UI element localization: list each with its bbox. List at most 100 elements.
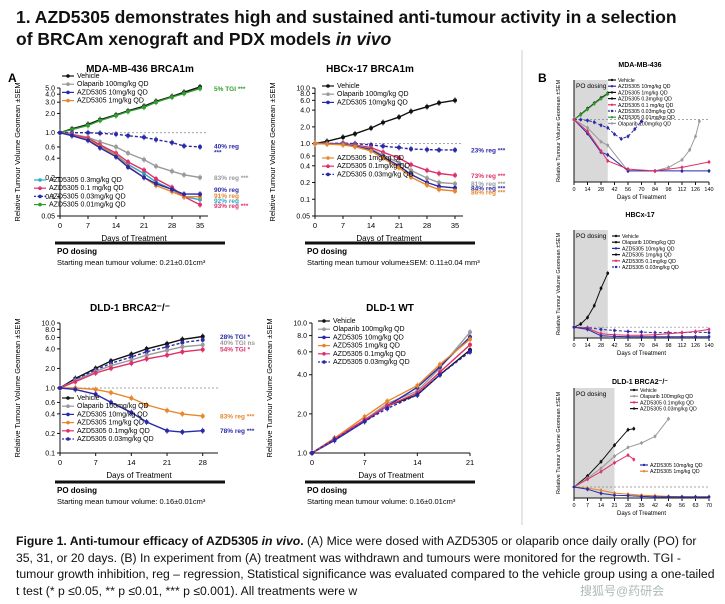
data-point — [73, 387, 78, 392]
y-tick-label: 2.0 — [300, 124, 310, 131]
y-tick-label: 4.0 — [300, 108, 310, 115]
x-tick-label: 35 — [638, 503, 644, 509]
data-point — [667, 417, 670, 421]
data-point — [385, 399, 390, 404]
y-tick-label: 0.4 — [45, 411, 55, 418]
data-point — [353, 144, 357, 149]
data-point — [409, 162, 413, 167]
x-tick-label: 14 — [413, 458, 421, 467]
legend-item: AZD5305 1mg/kg QD — [77, 420, 144, 427]
x-tick-label: 28 — [423, 221, 431, 230]
y-tick-label: 3.0 — [45, 100, 55, 107]
data-point — [165, 348, 170, 353]
legend-item: AZD5305 10mg/kg QD — [77, 411, 148, 418]
data-point — [626, 428, 630, 432]
data-point — [142, 168, 146, 173]
data-point — [86, 123, 90, 128]
data-point — [86, 130, 90, 135]
data-point — [142, 105, 146, 110]
data-point — [688, 148, 692, 152]
page-title: 1. AZD5305 demonstrates high and sustain… — [16, 6, 716, 50]
legend-marker — [614, 234, 618, 238]
x-tick-label: 0 — [58, 221, 62, 230]
legend-marker — [66, 420, 70, 425]
data-point — [468, 349, 472, 354]
y-tick-label: 0.05 — [41, 214, 55, 221]
data-point — [437, 180, 441, 185]
data-point — [579, 322, 583, 326]
x-tick-label: 42 — [611, 343, 617, 349]
data-point — [180, 430, 185, 435]
x-tick-label: 126 — [691, 343, 700, 349]
x-tick-label: 0 — [572, 343, 575, 349]
y-tick-label: 0.1 — [45, 451, 55, 458]
stat-annotation: 83% reg *** — [214, 175, 249, 182]
x-tick-label: 70 — [706, 503, 712, 509]
data-point — [182, 192, 186, 197]
data-point — [613, 132, 616, 136]
data-point — [707, 495, 711, 499]
data-point — [170, 140, 174, 145]
caption-label: Figure 1. Anti-tumour efficacy of AZD530… — [16, 534, 262, 548]
legend-item: AZD5305 0.03mg/kg QD — [333, 359, 410, 366]
y-tick-label: 8.0 — [297, 333, 307, 340]
y-tick-label: 4.0 — [297, 372, 307, 379]
data-point — [626, 453, 630, 457]
data-point — [126, 133, 130, 138]
legend-item: AZD5305 0.1 mg/kg QD — [618, 103, 674, 109]
data-point — [572, 118, 576, 122]
legend-marker — [610, 97, 614, 100]
data-point — [397, 156, 401, 161]
x-tick-label: 0 — [58, 458, 62, 467]
series-line — [59, 132, 201, 179]
dosing-label: PO dosing — [307, 486, 347, 495]
y-tick-label: 0.2 — [45, 431, 55, 438]
x-tick-label: 14 — [584, 343, 590, 349]
data-point — [144, 353, 149, 358]
data-point — [599, 97, 603, 101]
y-tick-label: 1.0 — [300, 141, 310, 148]
data-point — [606, 159, 610, 163]
data-point — [332, 437, 337, 442]
data-point — [129, 357, 134, 362]
y-axis-label: Relative Tumour Volume Geomean ±SEM — [556, 233, 562, 335]
legend-item: AZD5305 0.1mg/kg QD — [640, 400, 694, 406]
data-point — [170, 95, 174, 100]
y-axis-label: Relative Tumour Volume Geomean ±SEM — [556, 80, 562, 182]
legend-item: AZD5305 10mg/kg QD — [622, 246, 675, 252]
data-point — [599, 470, 603, 473]
legend-marker — [38, 178, 42, 182]
data-point — [632, 427, 636, 431]
legend-item: Vehicle — [77, 395, 100, 402]
stat-annotation: 83% reg *** — [220, 414, 255, 421]
data-point — [144, 419, 149, 424]
chart-b_hbc: PO dosing HBCx-17 0 14 28 42 56 70 84 98 112 126 140… — [556, 212, 714, 357]
data-point — [586, 327, 589, 331]
data-point — [198, 144, 202, 149]
stat-annotation: 86% reg *** — [471, 190, 506, 197]
data-point — [468, 342, 472, 347]
data-point — [58, 130, 62, 135]
data-point — [180, 349, 185, 354]
y-tick-label: 8.0 — [45, 327, 55, 334]
legend-marker — [610, 78, 614, 82]
legend-item: AZD5305 10mg/kg QD — [337, 99, 408, 106]
y-tick-label: 5.0 — [45, 86, 55, 93]
data-point — [341, 142, 345, 147]
data-point — [694, 495, 697, 499]
legend-item: AZD5305 0.03mg/kg QD — [622, 265, 679, 271]
data-point — [200, 334, 205, 339]
data-point — [453, 173, 457, 178]
data-point — [154, 181, 158, 186]
data-point — [409, 109, 413, 114]
legend-marker — [66, 429, 70, 433]
chart-title: HBCx-17 — [625, 212, 654, 219]
data-point — [653, 331, 657, 334]
data-point — [425, 168, 429, 173]
data-point — [165, 408, 170, 413]
chart-dld1b: DLD-1 BRCA2⁻/⁻ 0.1 0.2 0.4 0.6 1.0 2.0 4.0 6.08.… — [13, 303, 255, 506]
stat-annotation: 90% reg — [214, 187, 239, 194]
data-point — [70, 133, 74, 138]
legend-item: Vehicle — [337, 83, 360, 90]
data-point — [182, 144, 186, 149]
